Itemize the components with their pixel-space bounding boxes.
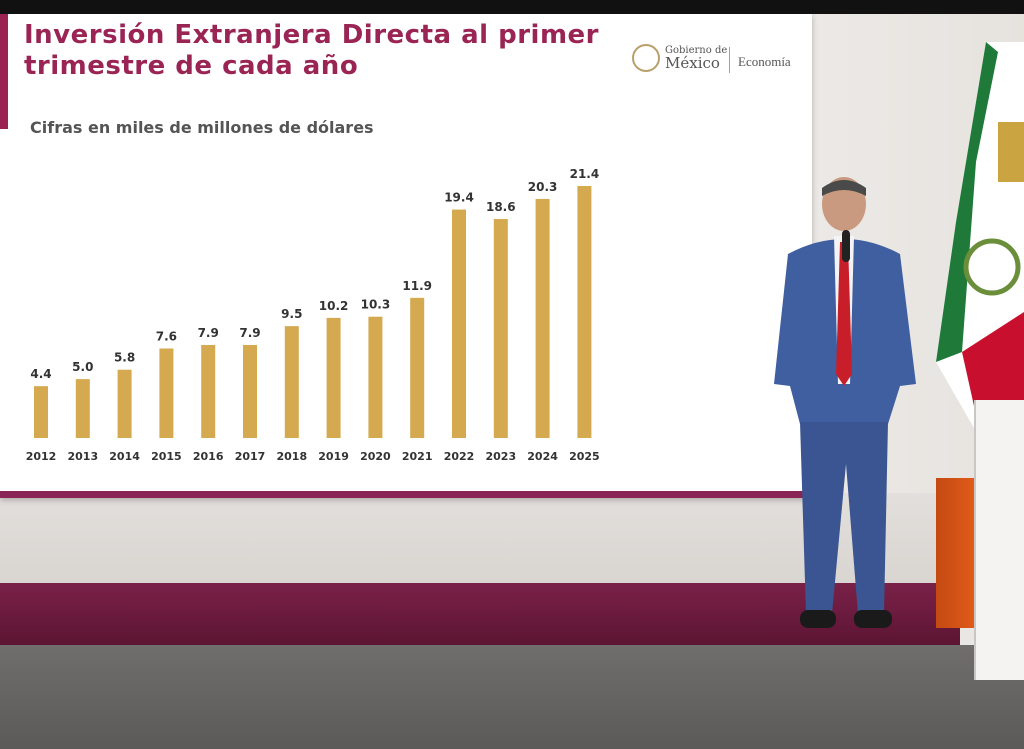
x-tick-2025: 2025 xyxy=(569,450,600,463)
speaker-tie xyxy=(836,242,852,386)
speaker-hair xyxy=(822,180,866,196)
value-label-2020: 10.3 xyxy=(361,298,391,312)
flag-green xyxy=(936,42,998,362)
x-tick-2022: 2022 xyxy=(444,450,475,463)
x-tick-2015: 2015 xyxy=(151,450,182,463)
x-tick-2024: 2024 xyxy=(527,450,558,463)
value-label-2022: 19.4 xyxy=(444,191,474,205)
speaker-shoe-left xyxy=(800,610,836,628)
value-label-2019: 10.2 xyxy=(319,299,349,313)
x-tick-2021: 2021 xyxy=(402,450,433,463)
wall-decor-band xyxy=(0,493,960,593)
bar-2024 xyxy=(535,198,550,438)
bar-chart: 4.4 2012 5.0 2013 5.8 2014 7.6 2015 7.9 2016 7.9 20… xyxy=(26,167,600,463)
bar-2017 xyxy=(243,344,257,438)
speaker-figure xyxy=(774,177,916,628)
value-label-2012: 4.4 xyxy=(30,367,51,381)
mexico-flag xyxy=(936,42,1024,442)
value-label-2013: 5.0 xyxy=(72,360,93,374)
bar-2022 xyxy=(452,209,466,438)
value-label-2018: 9.5 xyxy=(281,307,302,321)
slide-subtitle: Cifras en miles de millones de dólares xyxy=(30,118,374,137)
value-label-2025: 21.4 xyxy=(570,167,600,181)
screen-accent-bar xyxy=(0,14,8,129)
logo-gobierno-de: Gobierno de xyxy=(665,45,728,56)
bar-2016 xyxy=(201,344,216,438)
bar-2019 xyxy=(326,317,341,438)
bar-2014 xyxy=(117,369,132,438)
x-tick-2012: 2012 xyxy=(26,450,57,463)
wall-purple-stripe xyxy=(0,583,960,645)
bar-2012 xyxy=(34,386,48,438)
bar-2015 xyxy=(159,348,174,438)
value-label-2021: 11.9 xyxy=(402,279,432,293)
bar-2018 xyxy=(284,326,299,438)
speaker-shoe-right xyxy=(854,610,892,628)
side-panel xyxy=(974,400,1024,680)
x-tick-2018: 2018 xyxy=(276,450,307,463)
flag-fringe xyxy=(998,122,1024,182)
podium xyxy=(936,478,974,628)
value-label-2014: 5.8 xyxy=(114,351,135,365)
slide-title: Inversión Extranjera Directa al primer t… xyxy=(24,20,599,81)
value-label-2015: 7.6 xyxy=(156,330,177,344)
bar-2020 xyxy=(368,316,383,438)
x-tick-2016: 2016 xyxy=(193,450,224,463)
value-label-2023: 18.6 xyxy=(486,200,516,214)
value-label-2016: 7.9 xyxy=(198,326,219,340)
bar-2023 xyxy=(493,218,508,438)
gobierno-economia-logo: Gobierno de México Economía xyxy=(632,44,812,78)
bar-2021 xyxy=(410,297,425,438)
flag-emblem-icon xyxy=(963,238,1021,296)
logo-economia: Economía xyxy=(738,54,791,69)
x-tick-2014: 2014 xyxy=(109,450,140,463)
microphone-icon xyxy=(842,230,850,262)
national-seal-icon xyxy=(632,44,660,72)
x-tick-2020: 2020 xyxy=(360,450,391,463)
x-tick-2013: 2013 xyxy=(67,450,98,463)
bar-2025 xyxy=(577,186,592,438)
bar-2013 xyxy=(75,379,90,438)
x-tick-2019: 2019 xyxy=(318,450,349,463)
logo-mexico: México xyxy=(665,54,720,72)
speaker-trousers xyxy=(800,422,888,614)
stage-floor xyxy=(0,645,1024,749)
logo-separator xyxy=(729,47,730,73)
x-tick-2017: 2017 xyxy=(235,450,266,463)
value-label-2024: 20.3 xyxy=(528,180,558,194)
top-black-bar xyxy=(0,0,1024,14)
value-label-2017: 7.9 xyxy=(239,326,260,340)
x-tick-2023: 2023 xyxy=(485,450,516,463)
presentation-screen: Inversión Extranjera Directa al primer t… xyxy=(0,14,812,498)
